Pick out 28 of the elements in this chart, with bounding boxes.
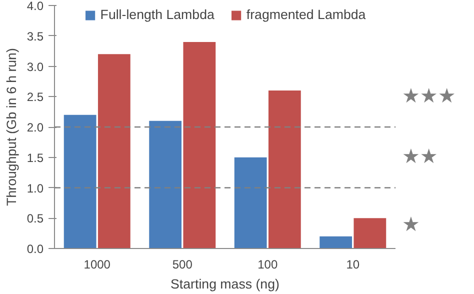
bar <box>354 218 386 248</box>
bar <box>98 54 130 248</box>
bar <box>149 120 182 248</box>
x-tick-label: 100 <box>258 258 278 272</box>
y-tick-label: 2.5 <box>26 90 44 104</box>
y-axis-title: Throughput (Gb in 6 h run) <box>4 48 19 206</box>
x-tick-label: 500 <box>172 258 193 272</box>
bar <box>234 157 267 248</box>
bar <box>64 114 96 248</box>
y-tick-label: 3.0 <box>26 60 44 74</box>
y-tick-label: 0.5 <box>26 212 44 226</box>
y-tick-label: 1.5 <box>26 150 44 165</box>
x-axis-title: Starting mass (ng) <box>170 276 280 292</box>
y-tick-label: 3.5 <box>26 29 44 44</box>
text: ★★ <box>402 144 438 168</box>
x-tick-label: 1000 <box>84 258 111 272</box>
bar <box>320 236 352 248</box>
y-tick-label: 4.0 <box>26 0 44 13</box>
x-tick-label: 10 <box>346 258 360 272</box>
legend-label: Full-length Lambda <box>100 7 214 22</box>
y-tick-label: 1.0 <box>26 181 44 196</box>
legend-label: fragmented Lambda <box>246 7 366 22</box>
y-tick-label: 2.0 <box>26 120 44 134</box>
bar <box>268 90 301 248</box>
bar <box>183 42 216 248</box>
text: ★ <box>402 212 420 236</box>
text: ★★★ <box>402 83 456 108</box>
y-tick-label: 0.0 <box>26 242 44 256</box>
